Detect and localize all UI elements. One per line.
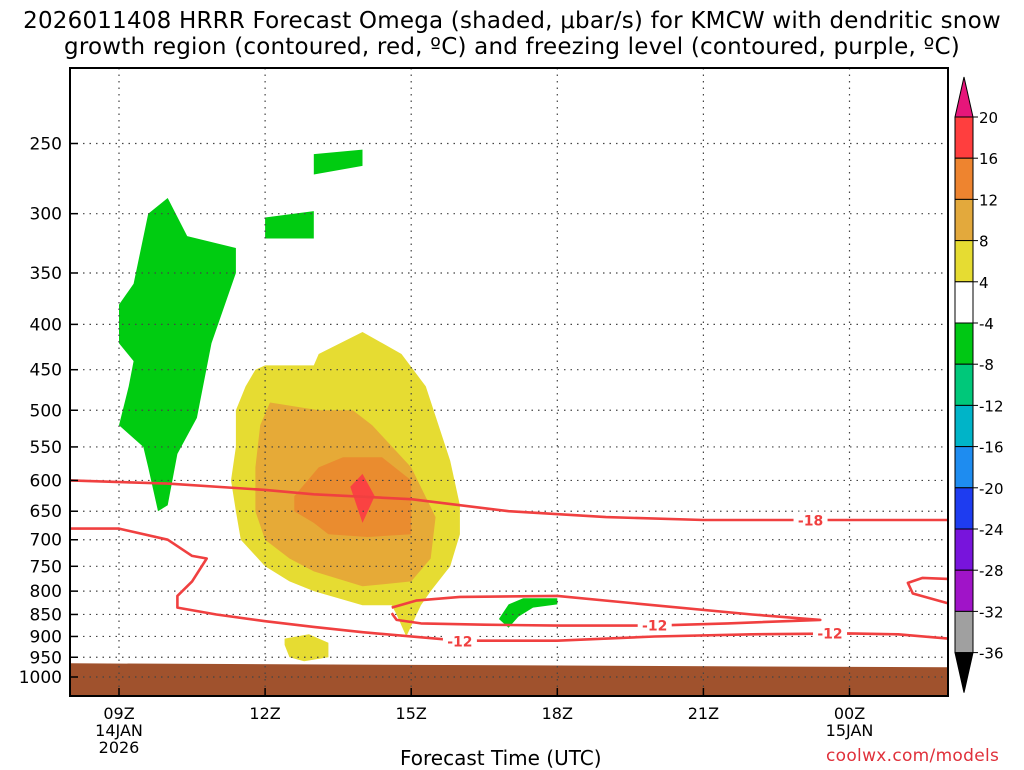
credit-link[interactable]: coolwx.com/models [826, 746, 1000, 766]
colorbar-label: 12 [979, 191, 998, 209]
y-tick-label: 950 [30, 648, 62, 668]
colorbar-bin [954, 116, 974, 159]
green-patch-1 [313, 149, 363, 175]
x-tick-date: 14JAN [95, 721, 143, 740]
y-tick-label: 500 [30, 401, 62, 421]
colorbar-bin [954, 198, 974, 242]
colorbar-max-arrow [954, 76, 974, 118]
x-tick-label: 15Z [396, 704, 427, 723]
yellow-patch-bottom [284, 634, 329, 662]
contour-label-bg [793, 511, 828, 529]
red-diamond [350, 473, 375, 523]
colorbar-bin [954, 240, 974, 283]
colorbar-bin [954, 610, 974, 654]
contour-label: -12 [817, 626, 842, 642]
colorbar-bin [954, 487, 974, 530]
y-tick-label: 650 [30, 502, 62, 522]
colorbar-label: 16 [979, 150, 998, 168]
colorbar-label: 4 [979, 274, 989, 292]
green-patch-2 [265, 211, 314, 239]
contour-label: -18 [798, 514, 823, 530]
colorbar-bin [954, 157, 974, 200]
colorbar-bin [954, 528, 974, 571]
contour-12-lobe [390, 594, 822, 627]
colorbar-label: -16 [979, 439, 1004, 457]
colorbar-label: -12 [979, 397, 1004, 415]
y-tick-label: 850 [30, 605, 62, 625]
colorbar-min-arrow [954, 652, 974, 693]
contour-18 [70, 479, 948, 522]
y-tick-label: 350 [30, 264, 62, 284]
colorbar-bin [954, 446, 974, 489]
contour-label-bg [442, 632, 477, 650]
y-tick-label: 250 [30, 135, 62, 155]
x-tick-label: 12Z [249, 704, 280, 723]
colorbar-bin [954, 322, 974, 365]
title-line-2: growth region (contoured, red, ºC) and f… [64, 34, 960, 60]
green-patch-3 [498, 598, 558, 628]
x-tick-date: 15JAN [826, 721, 874, 740]
plot-frame [69, 67, 949, 697]
y-tick-label: 300 [30, 205, 62, 225]
colorbar-label: -8 [979, 356, 994, 374]
colorbar-label: 8 [979, 233, 989, 251]
colorbar-bin [954, 281, 974, 324]
colorbar-label: 20 [979, 109, 998, 127]
x-tick-label: 21Z [688, 704, 719, 723]
x-axis-label: Forecast Time (UTC) [400, 746, 602, 770]
y-tick-label: 750 [30, 557, 62, 577]
colorbar-label: -24 [979, 521, 1004, 539]
contour-12-left [70, 527, 949, 643]
y-tick-label: 600 [30, 471, 62, 491]
y-tick-label: 700 [30, 531, 62, 551]
y-tick-label: 900 [30, 627, 62, 647]
y-tick-label: 550 [30, 438, 62, 458]
green-region-upper-left [119, 198, 236, 512]
chart-title: 2026011408 HRRR Forecast Omega (shaded, … [0, 8, 1024, 60]
contour-label-bg [637, 616, 672, 634]
colorbar-bin [954, 404, 974, 448]
y-tick-label: 1000 [19, 668, 62, 688]
colorbar-label: -36 [979, 645, 1004, 663]
colorbar-label: -28 [979, 562, 1004, 580]
contour-right-lobe [906, 576, 949, 605]
colorbar-bin [954, 569, 974, 612]
x-tick-label: 18Z [542, 704, 573, 723]
title-line-1: 2026011408 HRRR Forecast Omega (shaded, … [23, 8, 1001, 34]
y-tick-label: 800 [30, 582, 62, 602]
x-tick-label: 09Z [103, 704, 134, 723]
y-tick-label: 400 [30, 315, 62, 335]
ground-surface [70, 663, 948, 696]
colorbar-label: -20 [979, 480, 1004, 498]
contour-label-bg [813, 624, 848, 642]
colorbar-label: -32 [979, 603, 1004, 621]
x-tick-label: 00Z [834, 704, 865, 723]
colorbar-bin [954, 363, 974, 406]
contour-label: -12 [642, 619, 667, 635]
contour-label: -12 [447, 635, 472, 651]
y-tick-label: 450 [30, 361, 62, 381]
colorbar-label: -4 [979, 315, 994, 333]
x-tick-year: 2026 [99, 738, 140, 757]
